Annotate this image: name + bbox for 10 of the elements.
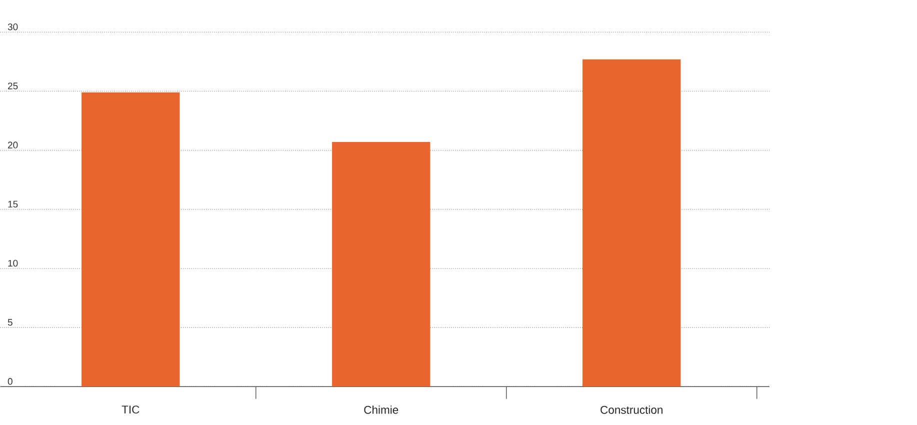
y-tick-label: 15 — [8, 200, 18, 208]
y-tick-label: 10 — [8, 260, 18, 267]
y-tick-label: 20 — [8, 142, 18, 148]
y-tick-label: 0 — [8, 378, 12, 385]
x-tick-label: TIC — [122, 406, 140, 414]
x-tick-label: Chimie — [364, 406, 398, 414]
y-tick-label: 5 — [8, 319, 12, 326]
y-tick-label: 30 — [8, 24, 18, 30]
x-tick-label: Construction — [600, 406, 662, 414]
y-tick-label: 25 — [8, 82, 18, 90]
